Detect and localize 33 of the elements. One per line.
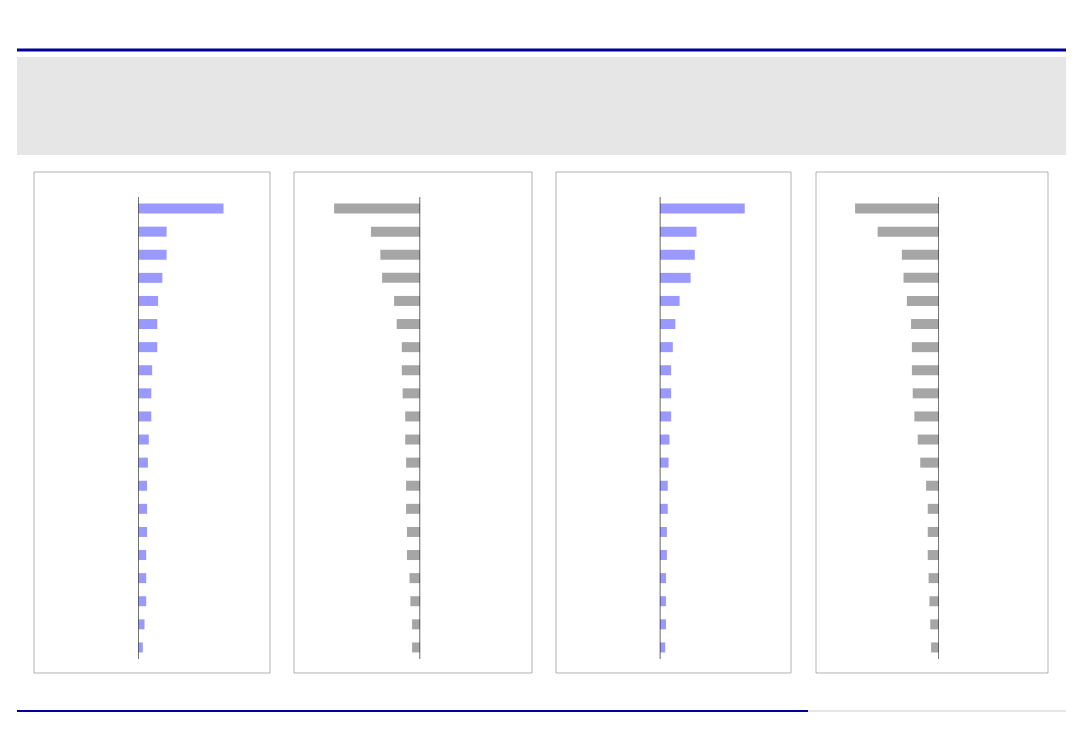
bar — [660, 249, 695, 260]
bar — [138, 480, 148, 491]
bar — [660, 503, 668, 514]
bar — [660, 411, 672, 422]
bar — [660, 295, 680, 306]
bar — [138, 503, 148, 514]
bar — [138, 596, 147, 607]
bar — [138, 203, 224, 214]
bar — [138, 319, 158, 330]
bar — [660, 319, 676, 330]
bar — [660, 226, 697, 237]
bar — [138, 365, 153, 376]
bar — [138, 573, 147, 584]
bar — [138, 434, 149, 445]
bar — [138, 272, 163, 283]
bar — [138, 550, 147, 561]
bar — [660, 388, 672, 399]
bar — [138, 457, 148, 468]
bar — [660, 480, 668, 491]
bar — [660, 365, 672, 376]
bar — [138, 342, 158, 353]
bar — [138, 526, 148, 537]
bar — [660, 342, 673, 353]
bar — [138, 295, 159, 306]
bar — [138, 411, 152, 422]
bar — [138, 226, 167, 237]
bar — [660, 203, 745, 214]
bar — [138, 388, 152, 399]
bar — [138, 249, 167, 260]
bar — [138, 642, 143, 653]
bar — [660, 272, 691, 283]
bar — [660, 457, 669, 468]
bar — [138, 619, 145, 630]
